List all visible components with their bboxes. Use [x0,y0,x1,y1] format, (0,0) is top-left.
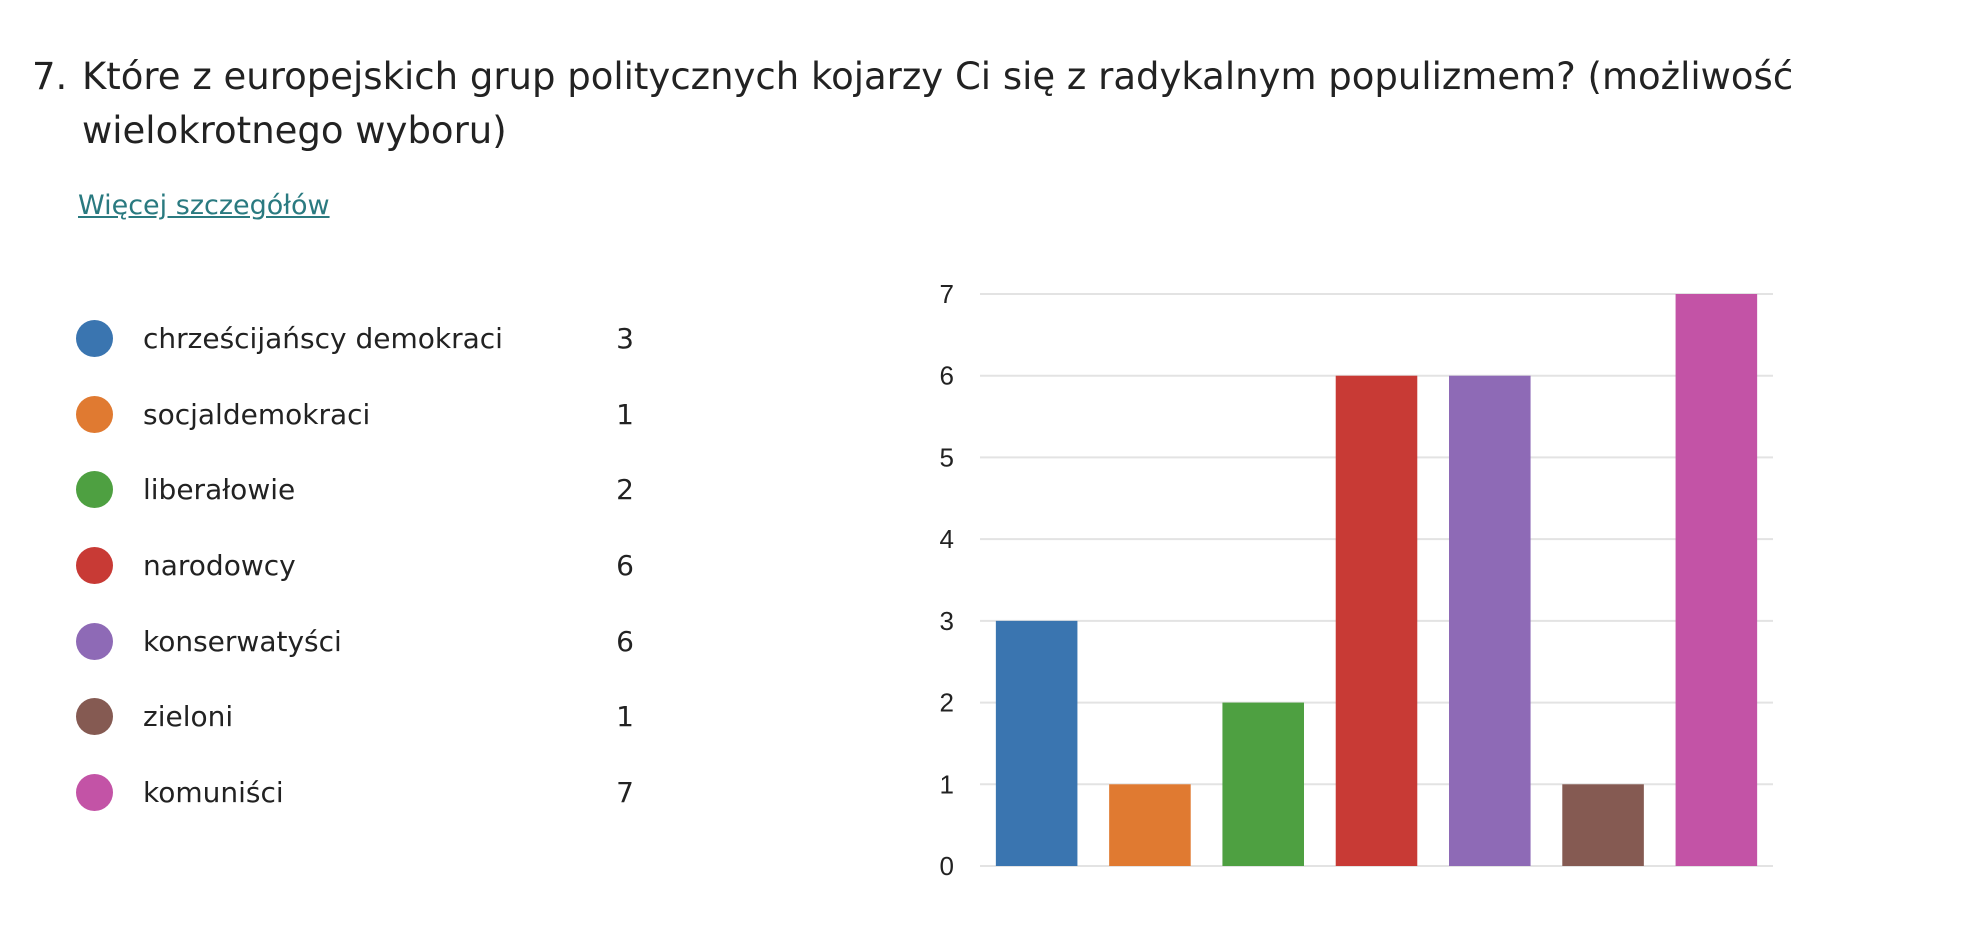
legend-color-dot [76,698,113,736]
bar-5[interactable] [1449,375,1531,866]
y-tick-label: 5 [940,442,954,472]
question-heading: 7. Które z europejskich grup politycznyc… [32,50,1952,158]
legend-label: socjaldemokraci [143,397,371,431]
question-number: 7. [32,55,68,98]
legend-count: 6 [616,624,634,658]
more-details-link[interactable]: Więcej szczegółów [78,190,330,221]
legend-color-dot [76,774,113,812]
legend-count: 6 [616,549,634,583]
y-tick-label: 6 [940,361,954,391]
legend-label: komuniści [143,776,284,810]
bar-chart: 0 1 2 3 4 5 6 7 [940,279,1773,881]
legend-label: chrześcijańscy demokraci [143,322,503,355]
legend-count: 7 [616,776,634,810]
legend-color-dot [76,471,113,509]
legend-color-dot [76,547,113,585]
y-tick-label: 7 [940,279,954,309]
legend-item: komuniści 7 [74,766,634,842]
legend-label: konserwatyści [143,624,342,658]
y-axis-ticks: 0 1 2 3 4 5 6 7 [940,279,954,881]
y-tick-label: 3 [940,606,954,636]
bar-4[interactable] [1335,375,1418,866]
bar-7[interactable] [1675,294,1758,866]
legend-count: 1 [616,700,634,734]
legend-label: liberałowie [143,473,296,507]
legend-item: konserwatyści 6 [74,615,634,691]
legend-label: narodowcy [143,549,296,583]
y-tick-label: 2 [940,688,954,718]
chart-legend: chrześcijańscy demokraci 3 socjaldemokra… [74,312,634,842]
bar-2[interactable] [1109,784,1191,866]
legend-color-dot [76,320,113,357]
legend-count: 2 [616,473,634,507]
legend-label: zieloni [143,700,234,734]
legend-count: 3 [616,322,634,355]
legend-item: zieloni 1 [74,690,634,766]
y-tick-label: 1 [940,769,954,799]
chart-bars [995,294,1758,866]
legend-item: narodowcy 6 [74,539,634,615]
y-tick-label: 0 [940,851,954,881]
bar-6[interactable] [1562,784,1644,866]
y-tick-label: 4 [940,524,954,554]
bar-3[interactable] [1222,702,1304,866]
question-text: Które z europejskich grup politycznych k… [82,55,1794,152]
legend-item: liberałowie 2 [74,463,634,539]
legend-color-dot [76,395,113,433]
legend-count: 1 [616,397,634,431]
legend-color-dot [76,622,113,660]
legend-item: chrześcijańscy demokraci 3 [74,312,634,388]
legend-item: socjaldemokraci 1 [74,388,634,464]
bar-1[interactable] [995,620,1078,866]
